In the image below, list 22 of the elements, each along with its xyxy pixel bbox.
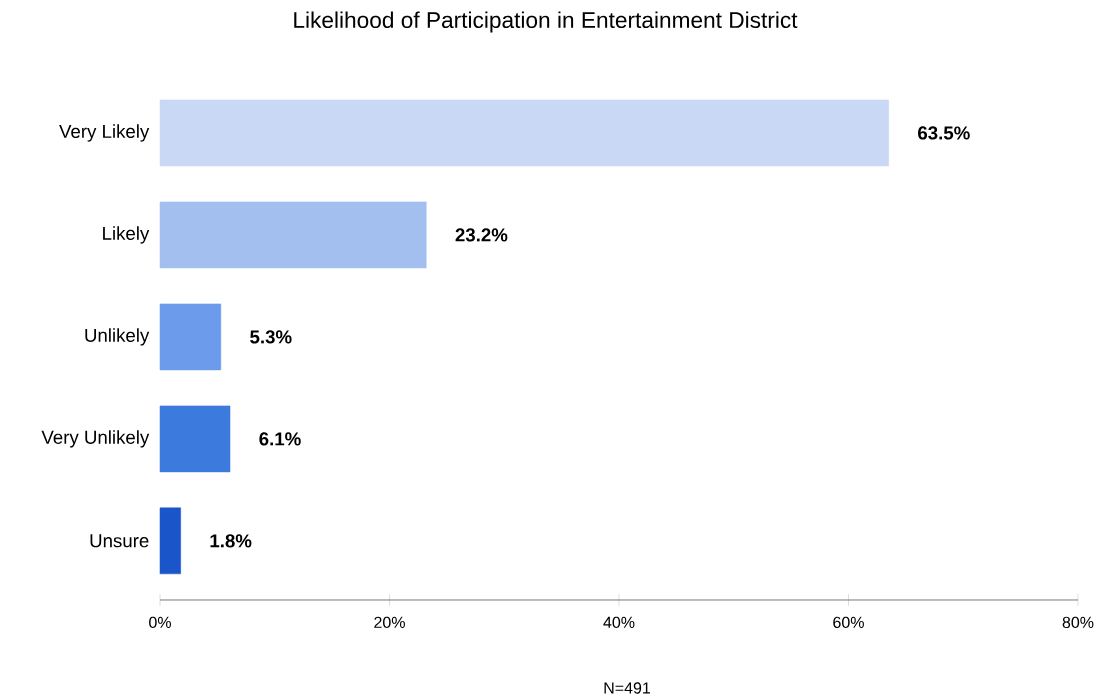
y-tick-label: Unlikely — [85, 328, 150, 346]
bar — [159, 303, 222, 371]
x-tick-label: 40% — [603, 616, 635, 629]
x-tick-label: 60% — [833, 616, 864, 629]
x-tick-label: 20% — [374, 616, 405, 629]
data-label: 6.1% — [259, 432, 301, 446]
x-tick-label: 80% — [1062, 616, 1094, 629]
data-label: 23.2% — [455, 228, 508, 242]
data-label: 5.3% — [250, 330, 292, 344]
x-tick-label: 0% — [149, 616, 171, 629]
bar — [159, 507, 181, 575]
y-tick-label: Likely — [103, 226, 150, 244]
bar — [159, 201, 427, 269]
y-tick-label: Unsure — [90, 534, 149, 548]
bar — [159, 405, 231, 473]
data-label: 63.5% — [918, 126, 970, 140]
y-tick-label: Very Likely — [59, 124, 150, 142]
y-tick-label: Very Unlikely — [41, 430, 150, 448]
bar — [159, 99, 889, 167]
chart-title: Likelihood of Participation in Entertainment District — [294, 11, 798, 33]
data-label: 1.8% — [210, 534, 252, 548]
text: N=491 — [604, 682, 651, 694]
